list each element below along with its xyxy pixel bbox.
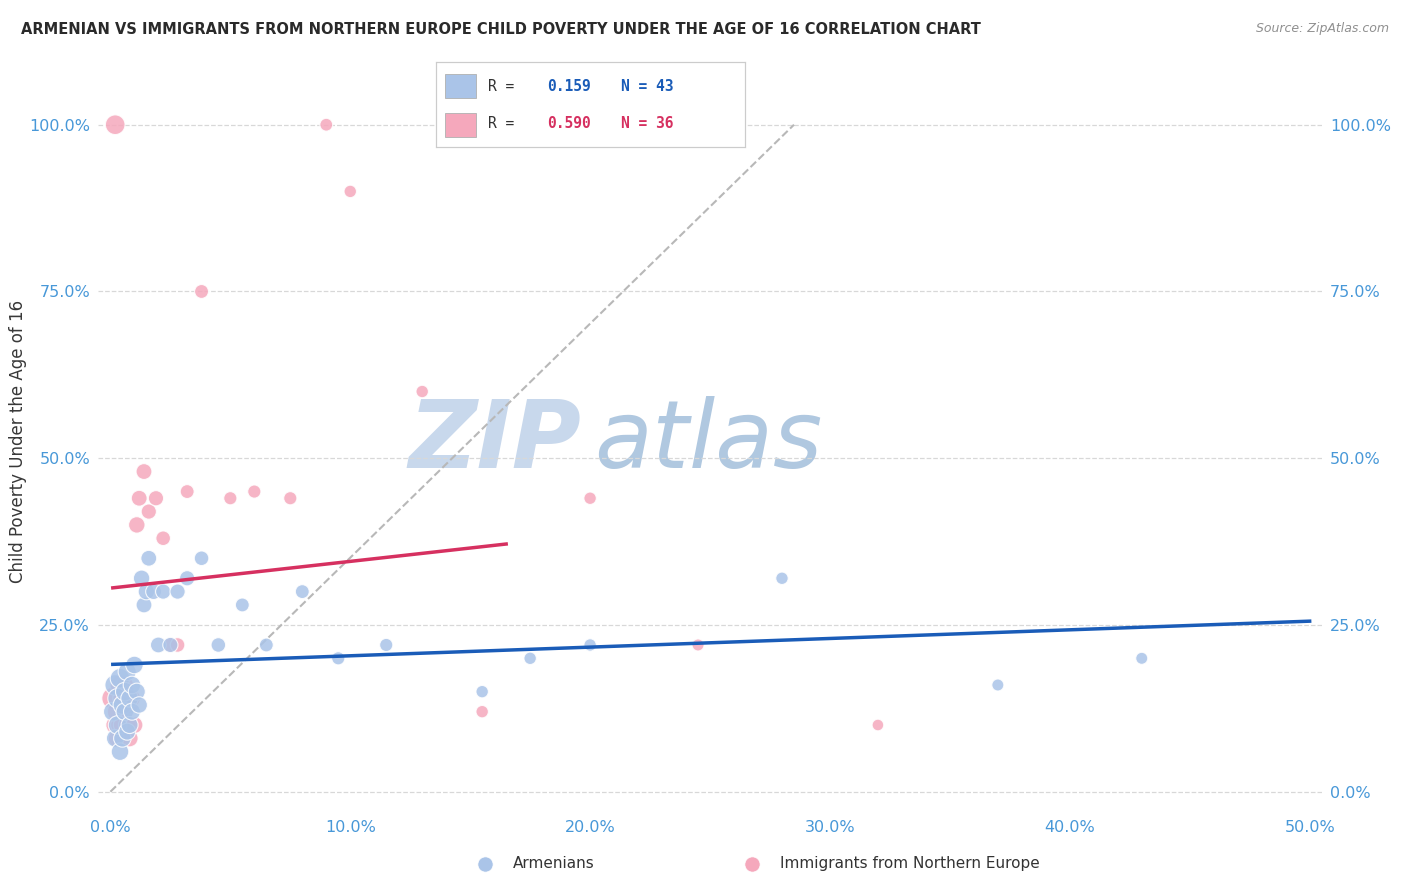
Point (118, 731, 141, 746)
Point (108, 718, 131, 732)
Point (471, 705, 494, 719)
Point (108, 745, 131, 759)
Point (474, 856, 496, 871)
Point (115, 724, 138, 739)
Point (107, 731, 129, 746)
Point (101, 691, 124, 706)
Point (111, 718, 134, 732)
Point (866, 718, 889, 732)
Point (142, 584, 165, 599)
Point (135, 584, 157, 599)
Point (152, 531, 174, 545)
Point (131, 571, 153, 585)
Point (132, 465, 155, 479)
Point (121, 705, 143, 719)
Point (104, 118, 127, 132)
Point (118, 698, 141, 712)
Point (770, 571, 793, 585)
Point (243, 484, 266, 499)
Text: 0.590: 0.590 (547, 116, 591, 131)
Point (101, 705, 124, 719)
Text: atlas: atlas (593, 396, 823, 487)
FancyBboxPatch shape (446, 113, 477, 137)
Point (128, 698, 150, 712)
FancyBboxPatch shape (446, 74, 477, 98)
Point (125, 684, 148, 698)
Point (114, 705, 136, 719)
Point (115, 665, 138, 679)
Text: Source: ZipAtlas.com: Source: ZipAtlas.com (1256, 22, 1389, 36)
Point (111, 698, 134, 712)
Point (254, 638, 277, 652)
Point (114, 705, 136, 719)
Point (104, 718, 127, 732)
Point (176, 484, 198, 499)
Point (121, 678, 143, 692)
Point (519, 651, 541, 665)
Point (138, 551, 160, 566)
Text: Armenians: Armenians (513, 856, 595, 871)
Point (579, 638, 602, 652)
Text: Immigrants from Northern Europe: Immigrants from Northern Europe (780, 856, 1040, 871)
Text: N = 36: N = 36 (621, 116, 673, 131)
Point (278, 491, 301, 506)
Point (107, 691, 129, 706)
Point (207, 638, 229, 652)
Point (118, 718, 141, 732)
Point (124, 718, 146, 732)
Point (108, 678, 131, 692)
Text: ARMENIAN VS IMMIGRANTS FROM NORTHERN EUROPE CHILD POVERTY UNDER THE AGE OF 16 CO: ARMENIAN VS IMMIGRANTS FROM NORTHERN EUR… (21, 22, 981, 37)
Text: 0.159: 0.159 (547, 78, 591, 94)
Point (111, 691, 134, 706)
Point (124, 657, 146, 672)
Point (107, 705, 129, 719)
Point (114, 678, 136, 692)
Point (152, 584, 174, 599)
Point (471, 684, 494, 698)
Point (108, 671, 131, 685)
Point (159, 638, 181, 652)
Point (125, 517, 148, 532)
Point (145, 491, 167, 506)
Point (138, 505, 160, 519)
Point (411, 384, 433, 399)
Point (231, 598, 253, 612)
Point (104, 731, 127, 746)
Point (315, 118, 337, 132)
Point (987, 678, 1010, 692)
Point (1130, 651, 1153, 665)
Point (166, 638, 188, 652)
Point (166, 584, 188, 599)
Point (579, 491, 602, 506)
Point (219, 491, 242, 506)
Point (291, 584, 314, 599)
Point (190, 285, 212, 299)
Point (111, 731, 134, 746)
Point (686, 638, 709, 652)
Point (114, 684, 136, 698)
Point (375, 638, 398, 652)
Point (190, 551, 212, 566)
Point (104, 678, 127, 692)
Point (741, 856, 763, 871)
Point (148, 638, 170, 652)
Point (128, 491, 150, 506)
Point (159, 638, 181, 652)
Point (118, 691, 141, 706)
Point (115, 718, 138, 732)
Point (328, 651, 350, 665)
Point (176, 571, 198, 585)
Y-axis label: Child Poverty Under the Age of 16: Child Poverty Under the Age of 16 (8, 300, 27, 583)
Text: N = 43: N = 43 (621, 78, 673, 94)
Point (121, 691, 143, 706)
Point (107, 718, 129, 732)
Text: ZIP: ZIP (409, 395, 582, 488)
Point (132, 598, 155, 612)
Point (339, 185, 361, 199)
Text: R =: R = (488, 78, 523, 94)
Text: R =: R = (488, 116, 523, 131)
